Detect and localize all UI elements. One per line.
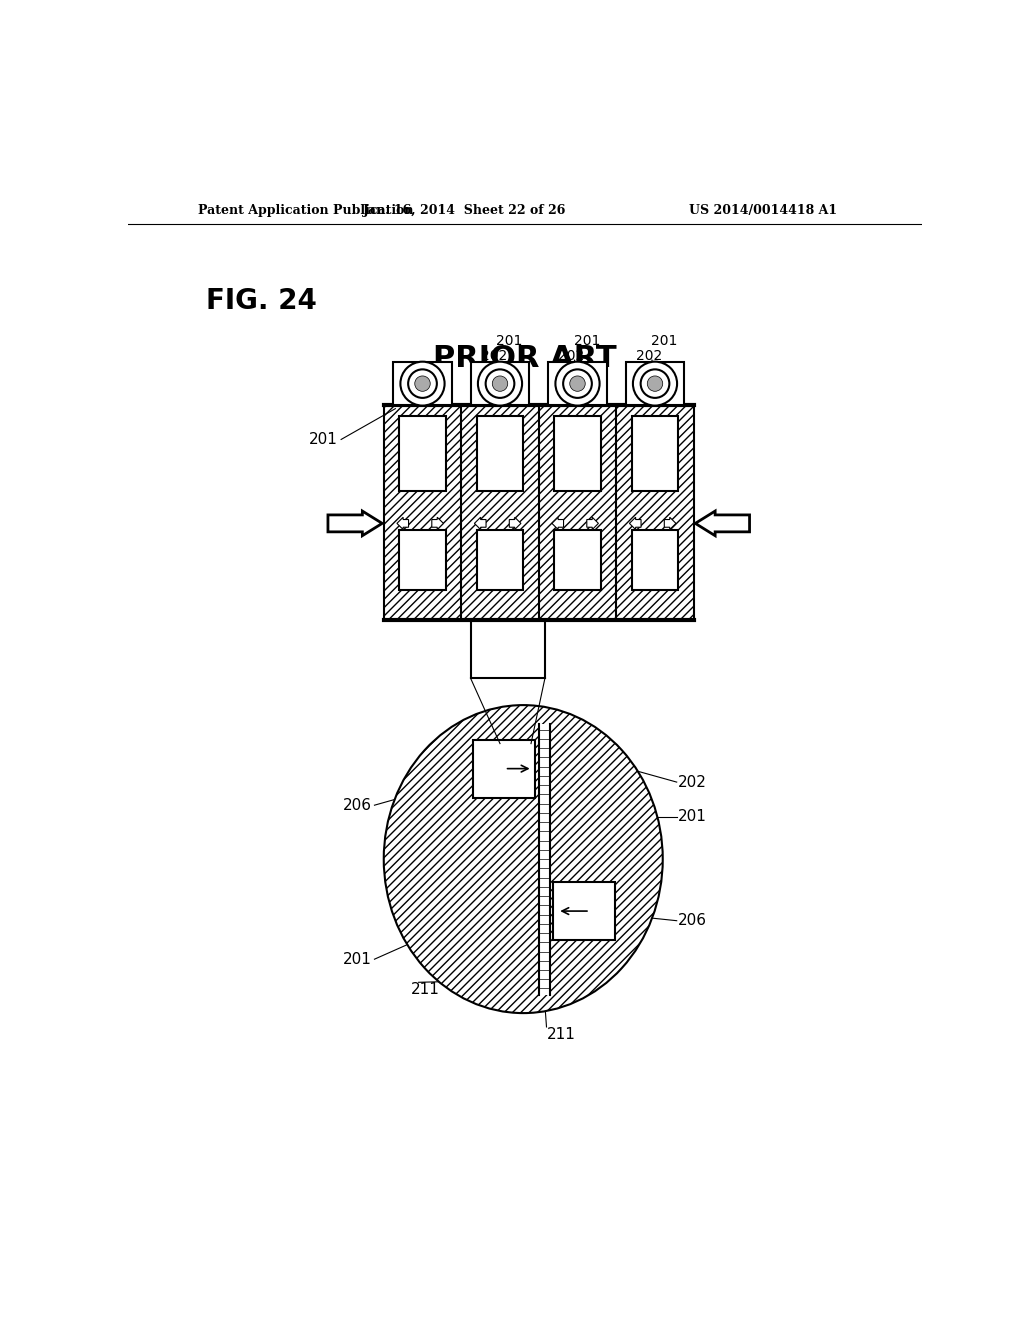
Circle shape — [647, 376, 663, 391]
Text: 201: 201 — [496, 334, 522, 348]
Bar — [473, 739, 535, 797]
Bar — [477, 529, 523, 590]
Circle shape — [633, 362, 677, 405]
Bar — [539, 723, 550, 995]
Text: US 2014/0014418 A1: US 2014/0014418 A1 — [689, 205, 838, 218]
Bar — [548, 363, 607, 405]
Polygon shape — [630, 517, 641, 529]
Text: 211: 211 — [411, 982, 439, 998]
Text: 202: 202 — [558, 350, 585, 363]
Polygon shape — [397, 517, 409, 529]
Bar — [632, 416, 678, 491]
Text: 201: 201 — [308, 432, 337, 447]
Bar — [399, 529, 445, 590]
Bar — [384, 405, 693, 620]
Text: 201: 201 — [678, 809, 708, 824]
Circle shape — [409, 370, 437, 397]
Bar — [554, 882, 615, 940]
Text: 201: 201 — [343, 952, 372, 966]
Polygon shape — [665, 517, 676, 529]
Bar — [626, 363, 684, 405]
Bar — [554, 529, 601, 590]
Bar — [632, 529, 678, 590]
Polygon shape — [474, 517, 486, 529]
Circle shape — [478, 362, 522, 405]
Text: Jan. 16, 2014  Sheet 22 of 26: Jan. 16, 2014 Sheet 22 of 26 — [364, 205, 567, 218]
Text: 206: 206 — [678, 913, 708, 928]
Text: PRIOR ART: PRIOR ART — [433, 345, 616, 374]
Polygon shape — [509, 517, 521, 529]
Circle shape — [641, 370, 670, 397]
Polygon shape — [432, 517, 443, 529]
Text: 202: 202 — [678, 775, 708, 789]
Circle shape — [493, 376, 508, 391]
Bar — [384, 405, 693, 620]
Bar — [393, 363, 452, 405]
Polygon shape — [587, 517, 598, 529]
Bar — [477, 416, 523, 491]
Bar — [399, 416, 445, 491]
Text: 201: 201 — [573, 334, 600, 348]
Text: Patent Application Publication: Patent Application Publication — [198, 205, 414, 218]
Circle shape — [569, 376, 586, 391]
Text: 202: 202 — [480, 350, 507, 363]
Text: FIG. 24: FIG. 24 — [206, 286, 316, 315]
Text: 206: 206 — [343, 797, 372, 813]
Polygon shape — [695, 511, 750, 536]
Text: 211: 211 — [547, 1027, 575, 1041]
Circle shape — [415, 376, 430, 391]
Polygon shape — [552, 517, 563, 529]
Text: 201: 201 — [651, 334, 678, 348]
Bar — [471, 363, 529, 405]
Text: 202: 202 — [636, 350, 662, 363]
Circle shape — [555, 362, 600, 405]
Bar — [554, 416, 601, 491]
Polygon shape — [328, 511, 382, 536]
Circle shape — [563, 370, 592, 397]
Ellipse shape — [384, 705, 663, 1014]
Circle shape — [400, 362, 444, 405]
Circle shape — [485, 370, 514, 397]
